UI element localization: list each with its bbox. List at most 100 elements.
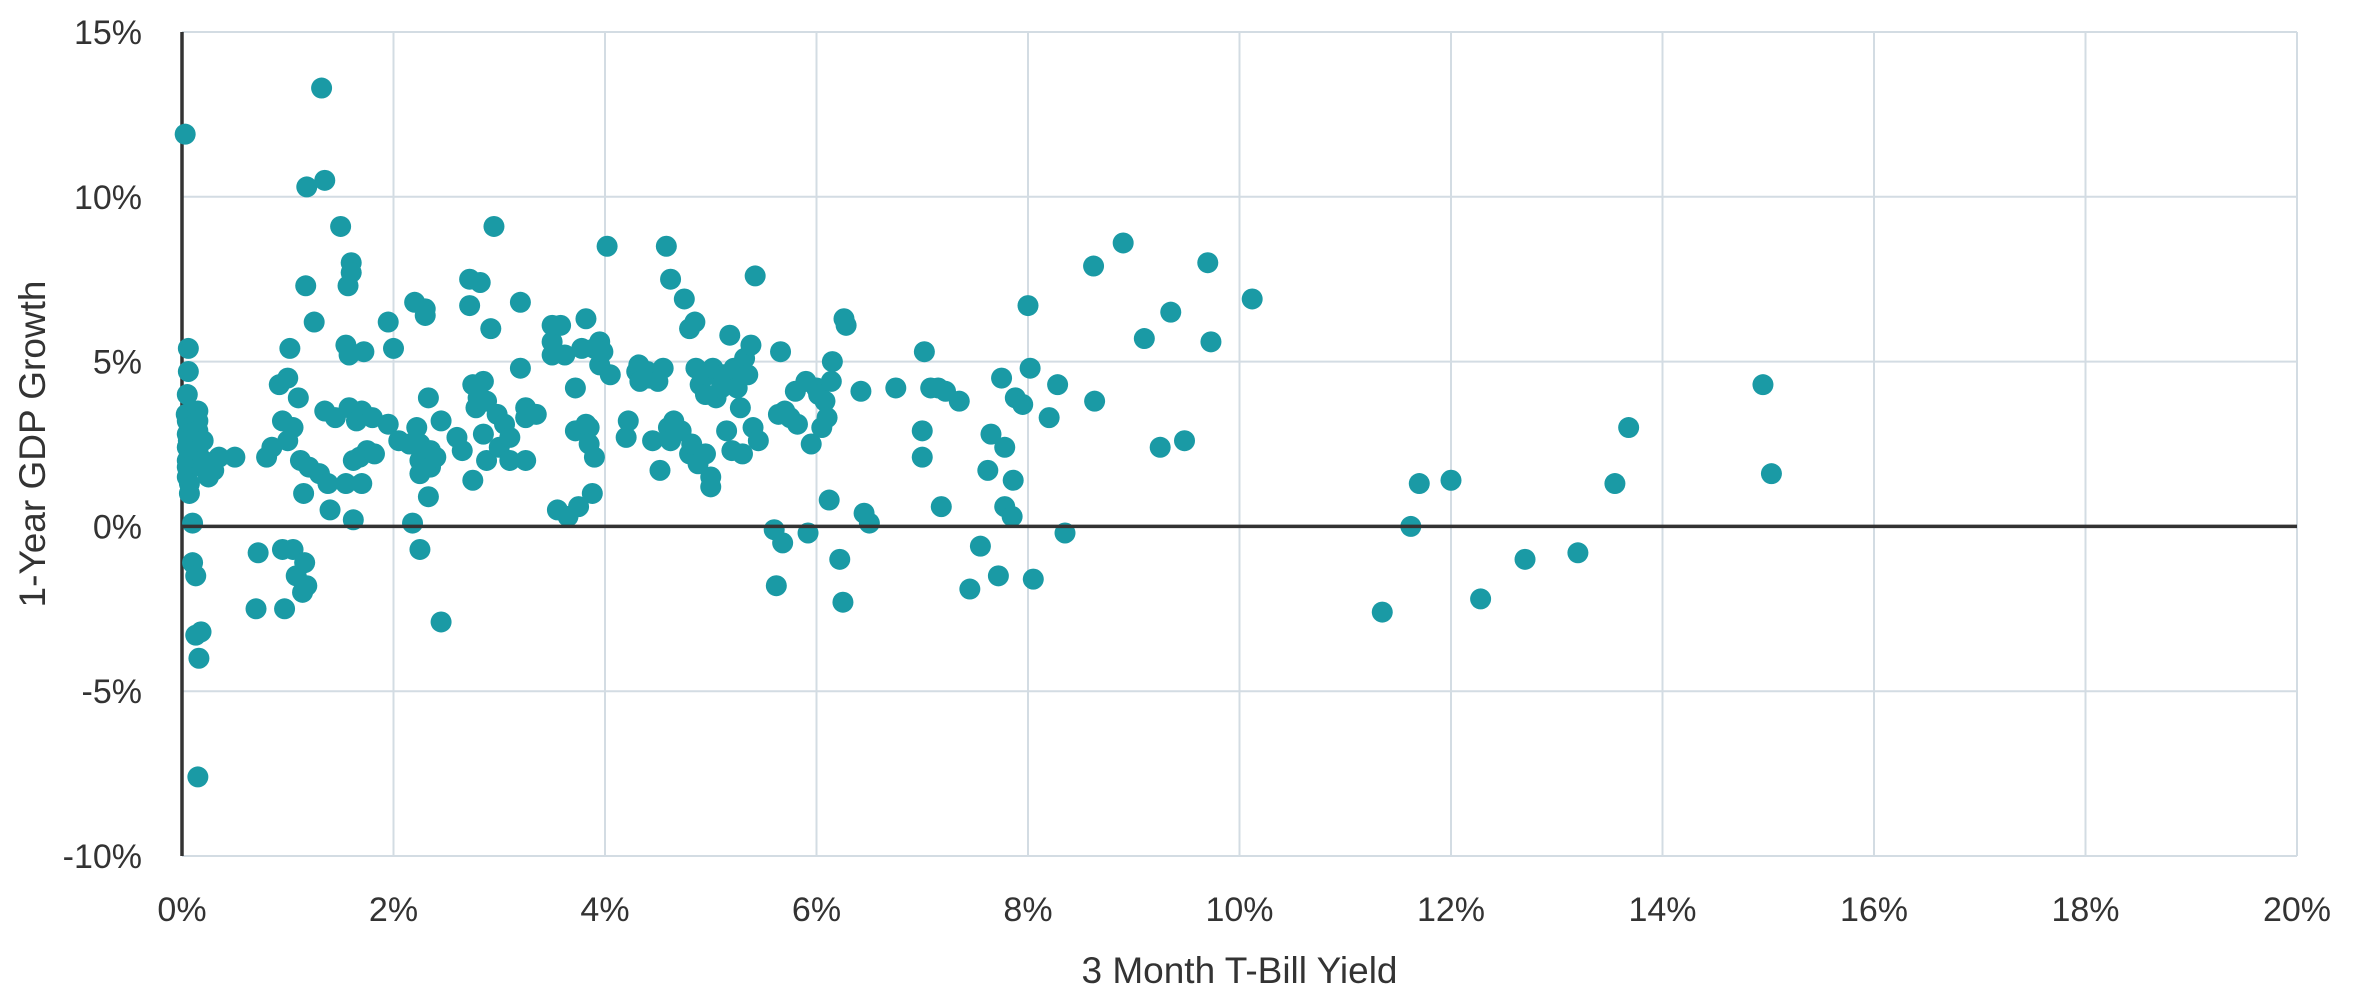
y-tick-label: 10%	[74, 179, 142, 217]
data-point	[340, 262, 362, 284]
x-tick-label: 10%	[1205, 891, 1273, 929]
data-point	[1241, 288, 1263, 310]
data-point	[525, 403, 547, 425]
data-point	[583, 446, 605, 468]
data-point	[472, 370, 494, 392]
data-point	[353, 341, 375, 363]
data-point	[599, 364, 621, 386]
data-point	[185, 565, 207, 587]
data-point	[554, 344, 576, 366]
data-point	[1174, 430, 1196, 452]
data-point	[1408, 473, 1430, 495]
data-point	[314, 169, 336, 191]
data-point	[575, 308, 597, 330]
data-point	[911, 446, 933, 468]
x-tick-labels: 0% 2% 4% 6% 8% 10% 12% 14% 16% 18% 20%	[157, 891, 2331, 929]
data-point	[578, 417, 600, 439]
data-point	[247, 542, 269, 564]
data-point	[1012, 393, 1034, 415]
data-point	[177, 360, 199, 382]
data-point	[716, 420, 738, 442]
data-point	[980, 423, 1002, 445]
data-point	[832, 591, 854, 613]
data-point	[317, 473, 339, 495]
data-point	[414, 304, 436, 326]
data-point	[417, 387, 439, 409]
data-point	[737, 364, 759, 386]
data-point	[1371, 601, 1393, 623]
data-point	[969, 535, 991, 557]
data-point	[673, 288, 695, 310]
data-point	[174, 123, 196, 145]
data-point	[383, 337, 404, 359]
data-point	[1038, 407, 1060, 429]
data-point	[684, 311, 706, 333]
x-tick-label: 12%	[1417, 891, 1485, 929]
y-tick-label: 5%	[93, 344, 142, 382]
data-point	[182, 512, 204, 534]
data-point	[700, 476, 722, 498]
data-point	[740, 334, 762, 356]
data-point	[187, 766, 209, 788]
data-point	[480, 318, 502, 340]
data-point	[294, 552, 316, 574]
data-point	[409, 538, 431, 560]
data-point	[885, 377, 907, 399]
data-point	[296, 575, 318, 597]
data-point	[363, 443, 385, 465]
data-point	[977, 459, 999, 481]
data-point	[178, 482, 200, 504]
data-point	[850, 380, 872, 402]
data-point	[660, 268, 682, 290]
data-point	[731, 443, 753, 465]
data-point	[930, 496, 952, 518]
data-point	[858, 512, 880, 534]
data-point	[476, 449, 498, 471]
data-point	[509, 291, 531, 313]
data-point	[296, 176, 318, 198]
data-point	[335, 473, 357, 495]
x-axis-title: 3 Month T-Bill Yield	[1081, 950, 1397, 991]
data-point	[1083, 255, 1105, 277]
data-point	[509, 357, 531, 379]
data-point	[499, 449, 521, 471]
data-point	[820, 370, 842, 392]
data-point	[1112, 232, 1134, 254]
data-point	[642, 430, 664, 452]
data-point	[319, 499, 341, 521]
data-point	[1567, 542, 1589, 564]
data-point	[1200, 331, 1222, 353]
data-point	[295, 275, 317, 297]
data-point	[469, 271, 491, 293]
data-point	[541, 331, 563, 353]
data-point	[311, 77, 333, 99]
y-tick-label: 0%	[93, 508, 142, 546]
data-point	[176, 384, 198, 406]
data-point	[303, 311, 325, 333]
data-point	[451, 440, 473, 462]
data-point	[772, 532, 794, 554]
data-point	[282, 417, 304, 439]
data-point	[800, 433, 822, 455]
data-point	[814, 390, 836, 412]
data-point	[277, 367, 299, 389]
data-point	[287, 387, 309, 409]
data-point	[615, 426, 637, 448]
data-point	[472, 423, 494, 445]
data-point	[499, 426, 521, 448]
data-point	[1133, 328, 1155, 350]
data-point	[959, 578, 981, 600]
data-point	[459, 295, 481, 317]
data-point	[1017, 295, 1039, 317]
data-point	[596, 235, 618, 257]
data-point	[1197, 252, 1219, 274]
y-tick-label: -10%	[63, 838, 142, 876]
data-point	[816, 407, 838, 429]
data-point	[729, 397, 751, 419]
data-point	[913, 341, 935, 363]
data-point	[177, 337, 199, 359]
data-points	[174, 77, 1782, 788]
data-point	[1760, 463, 1782, 485]
x-tick-label: 4%	[580, 891, 629, 929]
y-tick-label: 15%	[74, 14, 142, 52]
